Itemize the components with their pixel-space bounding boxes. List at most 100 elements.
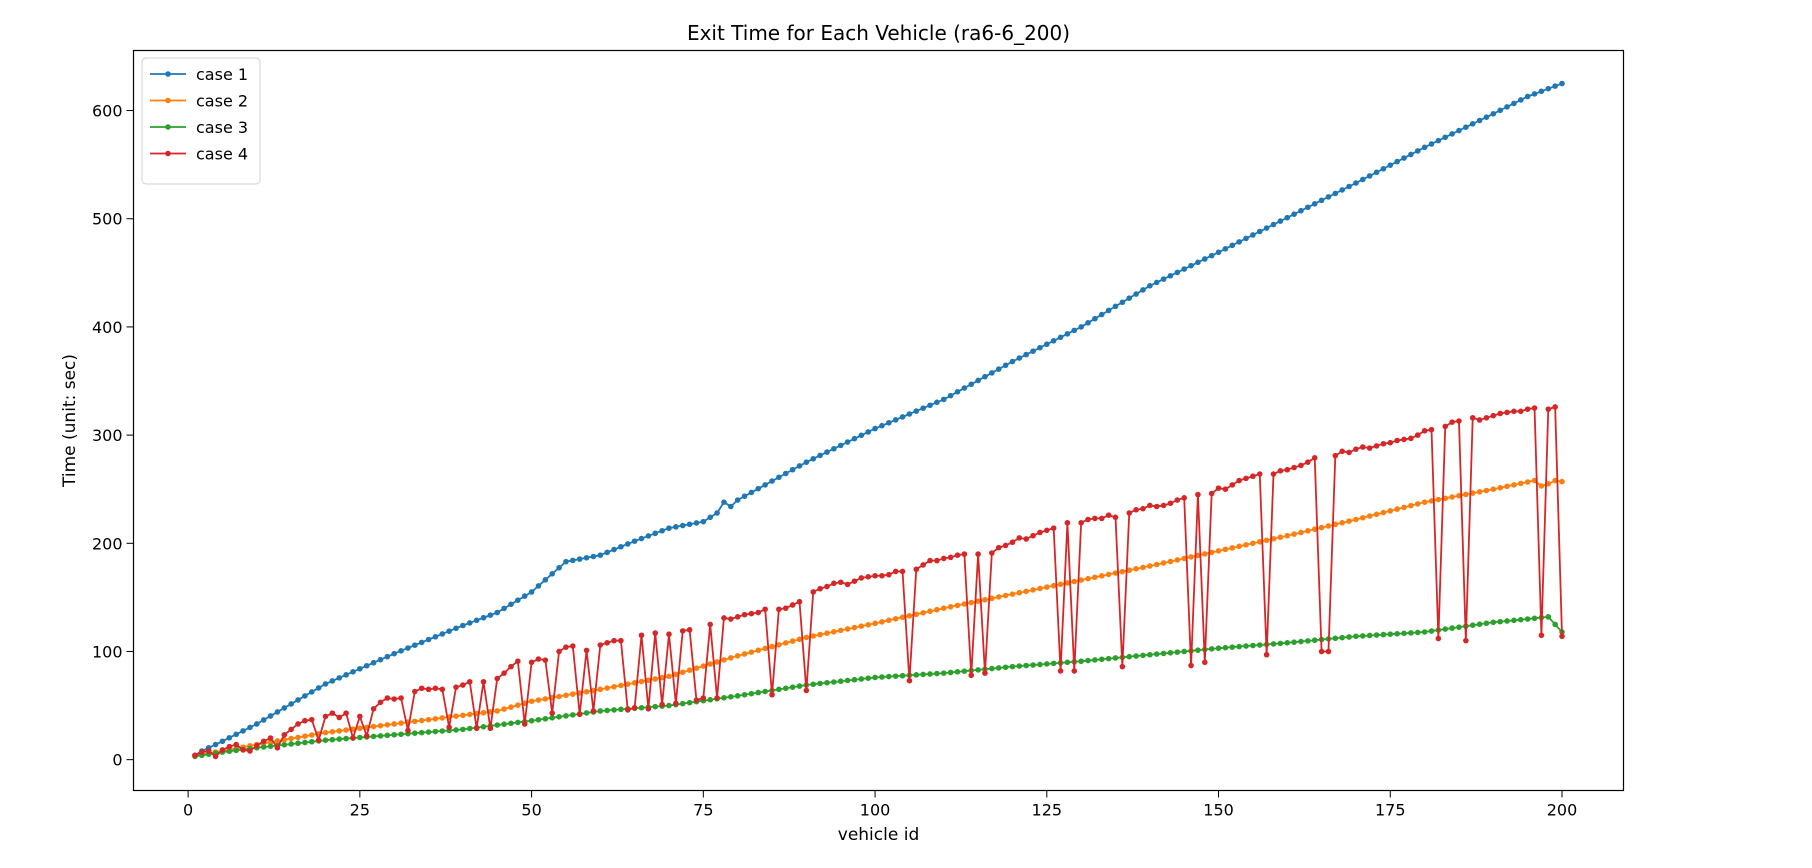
series-3-point: [1449, 625, 1455, 631]
series-1-point: [1222, 246, 1229, 252]
series-3-point: [1105, 655, 1112, 662]
series-1-point: [954, 389, 961, 395]
series-2-point: [1009, 591, 1016, 597]
y-tick-label-6: 600: [92, 102, 123, 121]
series-4-point: [563, 644, 569, 650]
series-4-point: [274, 744, 281, 751]
series-2-point: [796, 636, 803, 643]
series-4-point: [810, 589, 817, 595]
series-1-point: [302, 693, 308, 699]
y-tick-label-3: 300: [92, 426, 123, 445]
series-2-point: [1064, 580, 1071, 586]
series-3-point: [418, 729, 425, 736]
legend-label-2: case 2: [196, 92, 248, 111]
series-4-point: [1394, 437, 1400, 444]
series-4-point: [1366, 445, 1373, 451]
series-3-point: [975, 667, 981, 673]
series-3-point: [1153, 651, 1160, 657]
series-2-point: [789, 638, 796, 644]
series-4-point: [1490, 412, 1497, 419]
series-3-point: [892, 673, 899, 679]
series-1-point: [1085, 320, 1091, 326]
series-3-point: [1469, 622, 1476, 628]
series-3-point: [686, 699, 693, 706]
series-1-point: [892, 417, 899, 423]
series-3-point: [1476, 621, 1483, 628]
series-4-point: [1504, 409, 1510, 416]
series-3-point: [322, 737, 329, 743]
series-4-point: [879, 572, 885, 579]
series-4-point: [302, 717, 308, 724]
series-4-point: [1208, 490, 1215, 497]
series-2-point: [638, 678, 645, 685]
series-2-point: [357, 725, 363, 732]
series-2-point: [1167, 558, 1174, 565]
series-4-point: [1456, 418, 1462, 424]
series-1-point: [858, 432, 865, 439]
series-3-point: [1092, 657, 1098, 663]
series-1-point: [425, 636, 432, 643]
legend: case 1 case 2 case 3 case 4: [141, 57, 261, 185]
series-1-point: [384, 653, 391, 660]
series-4-point: [1057, 668, 1064, 674]
series-2-point: [1140, 564, 1146, 571]
series-4-point: [1243, 475, 1249, 482]
series-4-point: [762, 606, 768, 613]
series-1-point: [1490, 110, 1497, 117]
series-3-point: [940, 670, 947, 676]
series-4-point: [322, 713, 329, 720]
series-3-point: [927, 671, 933, 677]
series-3-point: [618, 706, 624, 713]
series-3-point: [1545, 614, 1552, 620]
series-2-point: [466, 711, 473, 718]
series-4-point: [501, 670, 507, 676]
series-1-point: [288, 701, 294, 707]
series-4-point: [707, 621, 713, 628]
series-2-point: [1085, 575, 1091, 582]
series-4-point: [1428, 426, 1435, 433]
series-4-point: [1133, 506, 1139, 513]
series-4-point: [515, 658, 521, 665]
series-1-point: [618, 543, 624, 550]
series-1-point: [1504, 104, 1510, 110]
series-1-point: [1524, 93, 1531, 100]
series-2-point: [741, 651, 748, 657]
series-1-point: [982, 373, 988, 380]
series-1-point: [1387, 162, 1394, 168]
series-1-point: [1469, 121, 1476, 127]
series-4-point: [370, 706, 377, 712]
series-4-point: [240, 747, 246, 753]
series-4-point: [1408, 435, 1414, 442]
series-4-point: [1552, 404, 1558, 410]
series-4-point: [1188, 662, 1194, 669]
series-4-point: [549, 710, 555, 716]
legend-swatch-marker: [165, 150, 171, 157]
series-1-point: [934, 399, 940, 406]
series-2-point: [460, 712, 466, 719]
series-2-point: [817, 631, 823, 638]
series-3-point: [302, 739, 308, 746]
series-1-point: [693, 520, 700, 526]
series-4-point: [831, 580, 837, 587]
series-4-point: [1311, 455, 1318, 461]
series-2-point: [707, 661, 713, 667]
series-1-point: [1098, 311, 1105, 318]
series-4-point: [961, 551, 968, 557]
series-3-point: [1215, 645, 1222, 652]
series-3-point: [824, 679, 830, 686]
series-2-point: [1559, 478, 1565, 485]
series-3-point: [1030, 662, 1036, 668]
series-2-point: [1291, 531, 1297, 537]
series-4-point: [1147, 502, 1153, 509]
series-1-point: [1325, 194, 1332, 200]
series-3-point: [995, 665, 1002, 671]
series-1-point: [1408, 151, 1414, 158]
series-4-point: [466, 678, 473, 685]
series-4-point: [1497, 410, 1503, 417]
series-1-point: [583, 554, 590, 561]
series-4-point: [508, 663, 514, 670]
series-4-point: [1291, 464, 1297, 471]
x-tick-label-1: 25: [350, 801, 370, 820]
series-2-point: [968, 599, 975, 606]
series-4-point: [1476, 417, 1483, 423]
